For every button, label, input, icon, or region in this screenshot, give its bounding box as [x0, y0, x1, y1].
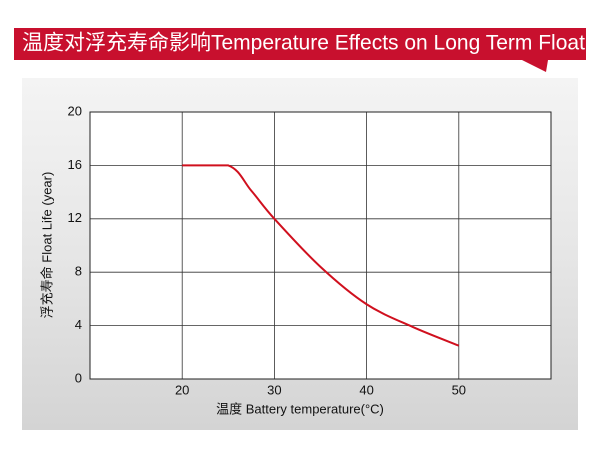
y-tick-label: 16 [68, 157, 82, 172]
x-tick-label: 20 [175, 382, 189, 397]
x-tick-label: 50 [452, 382, 466, 397]
x-tick-label: 40 [359, 382, 373, 397]
x-axis-label: 温度 Battery temperature(°C) [216, 401, 384, 416]
plot-area [90, 112, 551, 379]
y-tick-label: 4 [75, 317, 82, 332]
y-tick-label: 0 [75, 370, 82, 385]
chart-title: 温度对浮充寿命影响Temperature Effects on Long Ter… [22, 32, 600, 55]
y-tick-label: 8 [75, 264, 82, 279]
title-banner [14, 28, 586, 72]
plot-border [89, 111, 552, 380]
y-tick-label: 20 [68, 103, 82, 118]
y-axis-label: 浮充寿命 Float Life (year) [39, 172, 54, 319]
y-tick-label: 12 [68, 210, 82, 225]
data-line [182, 164, 460, 347]
x-tick-label: 30 [267, 382, 281, 397]
